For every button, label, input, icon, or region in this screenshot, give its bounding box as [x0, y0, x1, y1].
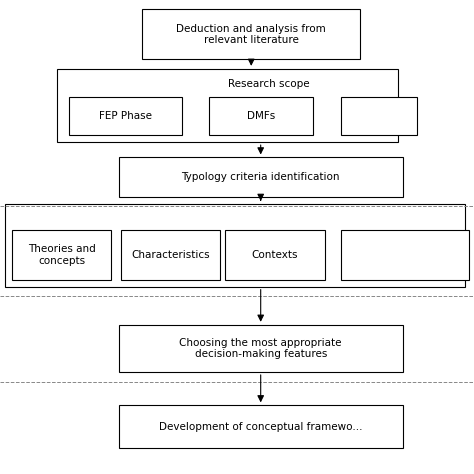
FancyBboxPatch shape	[121, 230, 220, 280]
Text: FEP Phase: FEP Phase	[99, 111, 152, 121]
Text: Deduction and analysis from
relevant literature: Deduction and analysis from relevant lit…	[176, 24, 326, 45]
FancyBboxPatch shape	[341, 97, 417, 135]
Text: Development of conceptual framewo...: Development of conceptual framewo...	[159, 421, 363, 432]
Text: DMFs: DMFs	[246, 111, 275, 121]
FancyBboxPatch shape	[209, 97, 313, 135]
Text: Typology criteria identification: Typology criteria identification	[182, 172, 340, 182]
FancyBboxPatch shape	[57, 69, 398, 142]
FancyBboxPatch shape	[12, 230, 111, 280]
Text: Contexts: Contexts	[252, 250, 298, 260]
Text: Research scope: Research scope	[228, 79, 310, 89]
FancyBboxPatch shape	[5, 204, 465, 287]
FancyBboxPatch shape	[118, 157, 403, 197]
Text: Theories and
concepts: Theories and concepts	[28, 244, 95, 265]
FancyBboxPatch shape	[341, 230, 469, 280]
FancyBboxPatch shape	[118, 405, 403, 448]
FancyBboxPatch shape	[118, 325, 403, 372]
FancyBboxPatch shape	[225, 230, 325, 280]
Text: Characteristics: Characteristics	[131, 250, 210, 260]
FancyBboxPatch shape	[142, 9, 360, 59]
FancyBboxPatch shape	[69, 97, 182, 135]
Text: Choosing the most appropriate
decision-making features: Choosing the most appropriate decision-m…	[180, 337, 342, 359]
